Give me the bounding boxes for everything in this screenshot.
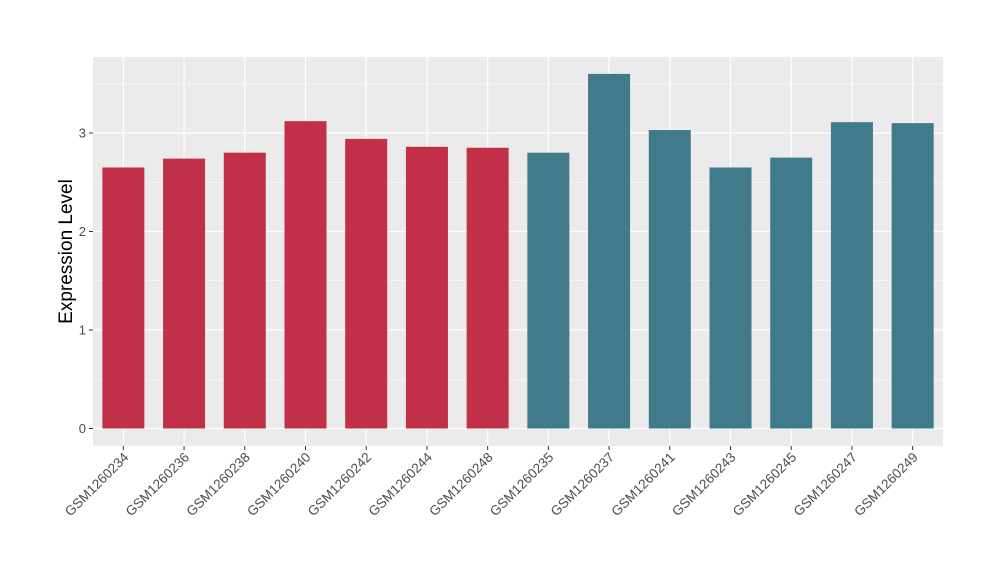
bar — [648, 130, 691, 429]
x-tick-label: GSM1260240 — [244, 450, 314, 520]
x-tick-label: GSM1260242 — [305, 450, 375, 520]
x-tick-label: GSM1260243 — [669, 450, 739, 520]
bars — [102, 73, 934, 429]
x-tick-label: GSM1260237 — [548, 450, 618, 520]
bar — [588, 73, 631, 429]
y-axis: 0 1 2 3 — [79, 126, 93, 436]
x-tick-label: GSM1260245 — [730, 450, 800, 520]
bar — [527, 152, 570, 429]
x-tick-label: GSM1260244 — [366, 449, 436, 519]
bar — [891, 123, 934, 429]
bar — [163, 158, 206, 429]
bar — [345, 138, 388, 429]
y-tick-label: 1 — [79, 323, 86, 338]
x-tick-label: GSM1260249 — [851, 450, 921, 520]
bar — [284, 121, 327, 429]
x-tick-label: GSM1260241 — [608, 450, 678, 520]
y-axis-label: Expression Level — [56, 179, 77, 324]
x-tick-label: GSM1260247 — [791, 450, 861, 520]
bar — [709, 167, 752, 429]
bar — [405, 146, 448, 429]
bar — [102, 167, 145, 429]
x-tick-label: GSM1260234 — [62, 449, 132, 519]
y-tick-label: 0 — [79, 421, 86, 436]
bar — [466, 147, 509, 429]
y-tick-label: 2 — [79, 224, 86, 239]
x-tick-label: GSM1260238 — [183, 450, 253, 520]
x-axis: GSM1260234GSM1260236GSM1260238GSM1260240… — [62, 446, 921, 519]
x-tick-label: GSM1260248 — [426, 450, 496, 520]
bar — [770, 157, 813, 429]
bar — [223, 152, 266, 429]
plot-panel — [93, 57, 943, 446]
y-tick-label: 3 — [79, 126, 86, 141]
bar — [830, 122, 873, 429]
x-tick-label: GSM1260236 — [123, 450, 193, 520]
x-tick-label: GSM1260235 — [487, 450, 557, 520]
